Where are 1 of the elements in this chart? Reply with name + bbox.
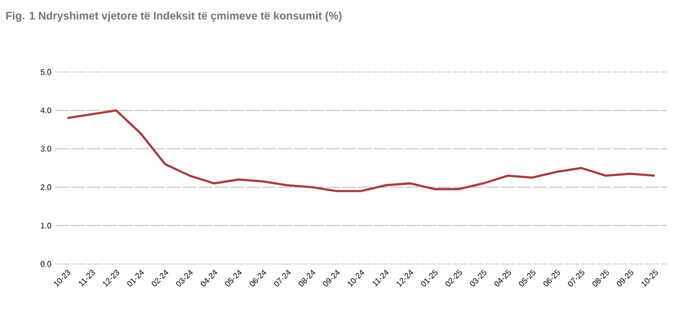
chart-title: Fig. 1 Ndryshimet vjetore të Indeksit të çmimeve të konsumit (%) bbox=[6, 12, 342, 22]
